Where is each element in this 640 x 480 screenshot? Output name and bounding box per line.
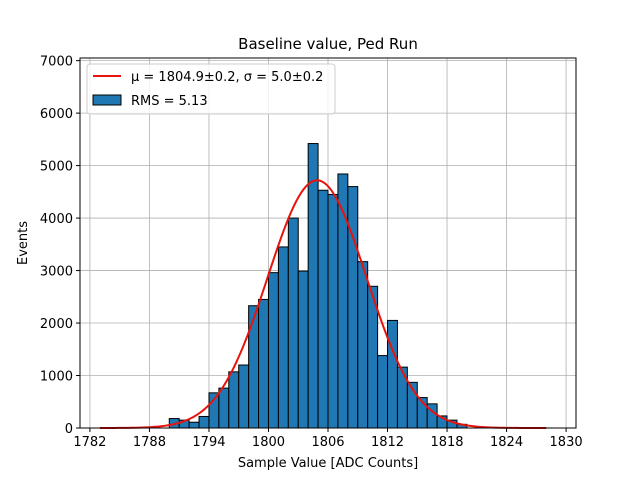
y-tick-label: 6000 xyxy=(40,107,73,122)
legend-hist-swatch xyxy=(92,94,122,106)
histogram-bar xyxy=(267,272,279,429)
x-tick-label: 1806 xyxy=(311,435,344,450)
histogram-bar xyxy=(228,371,240,429)
histogram-bars xyxy=(168,143,468,429)
histogram-bar xyxy=(287,217,299,429)
legend-fit-label: μ = 1804.9±0.2, σ = 5.0±0.2 xyxy=(131,70,323,85)
histogram-bar xyxy=(258,298,269,429)
y-tick-label: 3000 xyxy=(40,265,73,280)
histogram-bar xyxy=(188,421,200,429)
histogram-bar xyxy=(277,246,289,429)
legend: μ = 1804.9±0.2, σ = 5.0±0.2 RMS = 5.13 xyxy=(86,63,336,115)
y-tick-label: 0 xyxy=(65,422,73,437)
y-tick-label: 7000 xyxy=(40,55,73,70)
histogram-bar xyxy=(317,189,329,429)
y-tick-label: 1000 xyxy=(40,370,73,385)
x-axis-ticks: 1782 1788 1794 1800 1806 1812 1818 1824 1830 xyxy=(73,428,583,450)
x-tick-label: 1794 xyxy=(192,435,225,450)
x-tick-label: 1800 xyxy=(252,435,285,450)
x-tick-label: 1824 xyxy=(490,435,523,450)
histogram-bar xyxy=(327,193,339,429)
histogram-bar xyxy=(238,364,250,429)
x-axis-title: Sample Value [ADC Counts] xyxy=(238,456,418,471)
histogram-bar xyxy=(248,305,260,429)
y-axis-title: Events xyxy=(16,221,31,265)
histogram-bar xyxy=(377,355,389,429)
x-tick-label: 1788 xyxy=(133,435,166,450)
histogram-bar xyxy=(297,270,309,429)
x-tick-label: 1782 xyxy=(73,435,106,450)
histogram-bar xyxy=(347,186,359,429)
gaussian-fit-line xyxy=(99,179,547,429)
y-tick-label: 4000 xyxy=(40,212,73,227)
histogram-bar xyxy=(357,261,369,429)
legend-hist-label: RMS = 5.13 xyxy=(131,94,208,109)
x-tick-label: 1818 xyxy=(430,435,463,450)
y-axis-ticks: 0 1000 2000 3000 4000 5000 6000 7000 xyxy=(40,55,80,437)
y-tick-label: 5000 xyxy=(40,160,73,175)
legend-box xyxy=(86,63,336,115)
chart-title: Baseline value, Ped Run xyxy=(238,35,418,53)
histogram-bar xyxy=(218,387,230,429)
histogram-bar xyxy=(387,319,398,429)
histogram-bar xyxy=(307,143,319,429)
histogram-bar xyxy=(198,415,210,429)
x-tick-label: 1830 xyxy=(550,435,583,450)
y-tick-label: 2000 xyxy=(40,317,73,332)
x-tick-label: 1812 xyxy=(371,435,404,450)
